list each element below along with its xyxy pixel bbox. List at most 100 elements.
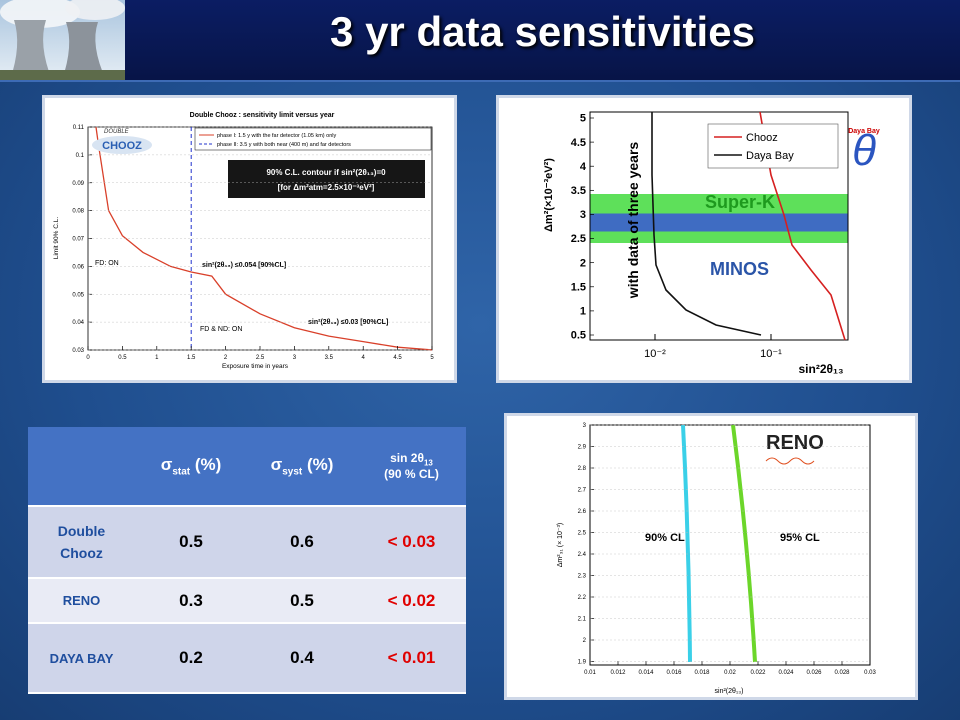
y-tick-label: 1	[580, 306, 586, 318]
header-symbol: sin 2θ	[390, 450, 424, 465]
y-tick-label: 0.04	[72, 320, 84, 326]
y-tick-label: 2	[580, 257, 586, 269]
annotation: FD & ND: ON	[200, 326, 242, 333]
x-tick-label: 0	[86, 355, 90, 361]
y-tick-label: 4.5	[571, 137, 586, 149]
y-tick-label: 2.8	[578, 466, 587, 472]
header-cell: sin 2θ13 (90 % CL)	[357, 427, 466, 507]
y-tick-label: 1.5	[571, 281, 586, 293]
x-tick-label: 0.012	[610, 670, 626, 676]
x-axis-label: sin²(2θ₁₃)	[715, 688, 744, 695]
y-tick-label: 2.5	[578, 531, 587, 537]
curve-label: 95% CL	[780, 532, 820, 544]
x-tick-label: 0.024	[778, 670, 794, 676]
plot-area	[589, 111, 849, 341]
header-unit: (%)	[306, 454, 334, 474]
y-tick-label: 2.1	[578, 617, 587, 623]
legend-label: phase I: 1.5 y with the far detector (1.…	[217, 133, 336, 139]
band-label: MINOS	[710, 259, 769, 279]
logo-text: RENO	[766, 432, 824, 454]
legend	[707, 123, 839, 169]
plot-area	[589, 424, 871, 666]
cl95-curve	[731, 424, 757, 663]
x-tick-label: 0.01	[584, 670, 596, 676]
x-tick-label: 2.5	[256, 355, 265, 361]
header: 3 yr data sensitivities	[0, 0, 960, 82]
x-tick-label: 3	[293, 355, 297, 361]
x-tick-label: 0.022	[750, 670, 766, 676]
cell: 0.4	[247, 623, 357, 694]
header-cell: σsyst (%)	[247, 427, 357, 507]
header-symbol: σ	[270, 454, 283, 474]
plot-title: Double Chooz : sensitivity limit versus …	[190, 112, 335, 119]
x-tick-label: 0.028	[834, 670, 850, 676]
logo-text: CHOOZ	[102, 140, 142, 152]
header-cell	[28, 427, 135, 507]
y-axis-label: Δm²(×10⁻³eV²)	[543, 158, 555, 232]
x-tick-label: 2	[224, 355, 228, 361]
chooz-curve	[759, 111, 846, 341]
cell: 0.3	[135, 578, 247, 624]
results-table: σstat (%) σsyst (%) sin 2θ13 (90 % CL) Do…	[28, 427, 466, 694]
header-sub: 13	[423, 458, 433, 468]
logo-wave	[765, 457, 815, 465]
y-tick-label: 3	[580, 209, 586, 221]
cell: < 0.03	[357, 506, 466, 579]
row-label: Double Chooz	[28, 506, 135, 579]
x-tick-label: 0.014	[638, 670, 654, 676]
cell: 0.6	[247, 506, 357, 579]
x-tick-label: 5	[430, 355, 434, 361]
cell: < 0.01	[357, 623, 466, 694]
table-row: RENO 0.3 0.5 < 0.02	[28, 578, 466, 624]
condition-box	[228, 160, 425, 198]
x-axis-label: sin²2θ₁₃	[798, 362, 843, 376]
y-tick-label: 0.1	[76, 153, 85, 159]
annotation: sin²(2θ₁₃) ≤0.054 [90%CL]	[202, 262, 286, 269]
x-tick-label: 3.5	[325, 355, 334, 361]
logo-shape	[92, 136, 152, 154]
legend-label: phase II: 3.5 y with both near (400 m) a…	[217, 142, 351, 148]
row-label: RENO	[28, 578, 135, 624]
legend	[194, 127, 432, 151]
y-tick-label: 0.08	[72, 209, 84, 215]
y-tick-label: 2.9	[578, 445, 587, 451]
y-tick-label: 2.4	[578, 552, 587, 558]
cell: 0.5	[247, 578, 357, 624]
cl90-curve	[681, 424, 692, 663]
curve-label: 90% CL	[645, 532, 685, 544]
legend-label: Daya Bay	[746, 150, 794, 162]
x-tick-label: 0.026	[806, 670, 822, 676]
logo-text: Daya Bay	[848, 128, 880, 135]
y-tick-label: 1.9	[578, 660, 587, 666]
cell: 0.5	[135, 506, 247, 579]
condition-text: 90% C.L. contour if sin²(2θ₁₃)=0	[266, 168, 386, 177]
row-label: DAYA BAY	[28, 623, 135, 694]
x-tick-label: 4.5	[393, 355, 402, 361]
y-tick-label: 0.05	[72, 292, 84, 298]
y-tick-label: 0.5	[571, 330, 586, 342]
annotation: sin²(2θ₁₃) ≤0.03 [90%CL]	[308, 319, 388, 326]
y-tick-label: 0.09	[72, 181, 84, 187]
x-tick-label: 0.02	[724, 670, 736, 676]
x-tick-label: 1	[155, 355, 159, 361]
y-tick-label: 2.3	[578, 574, 587, 580]
legend-label: Chooz	[746, 132, 778, 144]
y-tick-label: 4	[580, 161, 587, 173]
dayabay-curve	[651, 112, 762, 336]
y-tick-label: 3.5	[571, 185, 586, 197]
y-tick-label: 2.6	[578, 509, 587, 515]
y-tick-label: 0.06	[72, 264, 84, 270]
y-tick-label: 5	[580, 113, 586, 125]
header-photo	[0, 0, 125, 80]
y-tick-label: 0.07	[72, 237, 84, 243]
y-tick-label: 0.11	[73, 125, 85, 131]
logo-text: DOUBLE	[104, 129, 130, 135]
reno-plot: 90% CL 95% CL RENO sin²(2θ₁₃) Δm²₃₁ (× 1…	[557, 423, 876, 695]
cell: < 0.02	[357, 578, 466, 624]
dayabay-plot: Super-K MINOS with data of three years C…	[543, 111, 880, 376]
x-tick-label: 0.018	[694, 670, 710, 676]
table-row: DAYA BAY 0.2 0.4 < 0.01	[28, 623, 466, 694]
x-tick-label: 10⁻¹	[760, 348, 782, 360]
note: with data of three years	[625, 142, 641, 300]
